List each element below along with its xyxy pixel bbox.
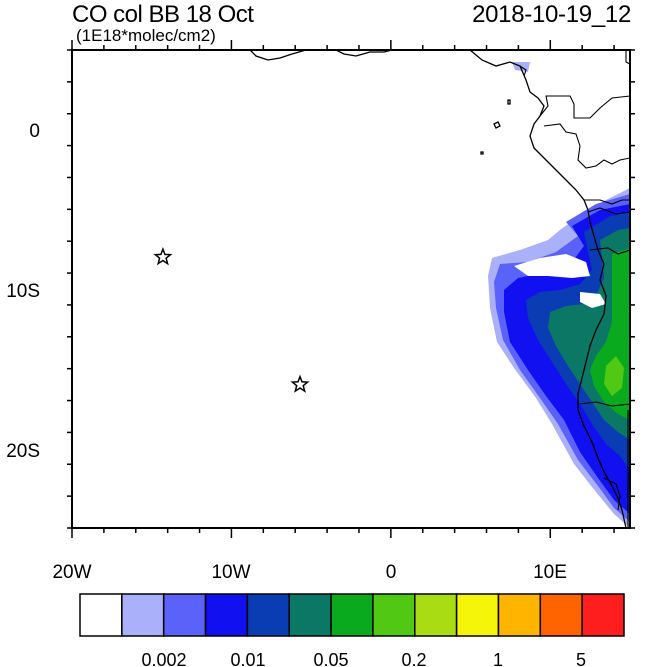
colorbar-label: 0.002 bbox=[141, 650, 186, 667]
plume-gap bbox=[514, 254, 590, 278]
axis-ticks bbox=[67, 40, 635, 538]
island-3 bbox=[480, 151, 484, 155]
colorbar-label: 0.05 bbox=[313, 650, 348, 667]
colorbar-swatch bbox=[372, 593, 416, 637]
co-plume bbox=[488, 62, 630, 528]
colorbar-swatch bbox=[79, 593, 123, 637]
y-tick-label: 20S bbox=[6, 441, 40, 462]
site-markers bbox=[153, 246, 310, 393]
colorbar-label: 0.01 bbox=[230, 650, 265, 667]
colorbar-swatch bbox=[121, 593, 165, 637]
colorbar-label: 1 bbox=[493, 650, 503, 667]
colorbar-swatch bbox=[246, 593, 290, 637]
colorbar-swatch bbox=[539, 593, 583, 637]
colorbar-swatch bbox=[455, 593, 500, 637]
colorbar-swatch bbox=[330, 593, 374, 637]
coastlines bbox=[249, 50, 630, 528]
map-datetime: 2018-10-19_12 bbox=[472, 1, 631, 28]
star-marker-icon bbox=[153, 246, 173, 266]
map-title: CO col BB 18 Oct bbox=[72, 1, 254, 28]
colorbar-swatch bbox=[581, 593, 625, 637]
star-marker-icon bbox=[290, 374, 310, 393]
island-2 bbox=[507, 99, 511, 105]
x-tick-label: 0 bbox=[386, 562, 397, 583]
country-borders bbox=[519, 50, 630, 528]
colorbar-swatch bbox=[497, 593, 542, 637]
x-tick-label: 20W bbox=[52, 562, 91, 583]
colorbar-swatch bbox=[162, 593, 207, 637]
colorbar-labels: 0.002 0.01 0.05 0.2 1 5 bbox=[141, 650, 586, 667]
colorbar-label: 0.2 bbox=[401, 650, 426, 667]
colorbar-swatch bbox=[414, 593, 458, 637]
colorbar-swatch bbox=[288, 593, 332, 637]
colorbar-label: 5 bbox=[576, 650, 586, 667]
colorbar-swatch bbox=[204, 593, 249, 637]
map-frame bbox=[71, 49, 631, 529]
west-africa-coast bbox=[249, 50, 393, 61]
island-1 bbox=[493, 121, 501, 129]
y-tick-label: 0 bbox=[29, 121, 40, 142]
central-africa-coast bbox=[469, 50, 627, 528]
y-tick-label: 10S bbox=[6, 281, 40, 302]
map-units: (1E18*molec/cm2) bbox=[76, 26, 216, 45]
x-tick-label: 10E bbox=[533, 562, 567, 583]
plume-level-20 bbox=[604, 356, 624, 396]
plume-gap-2 bbox=[580, 292, 606, 308]
x-tick-label: 10W bbox=[211, 562, 250, 583]
colorbar bbox=[79, 593, 625, 637]
